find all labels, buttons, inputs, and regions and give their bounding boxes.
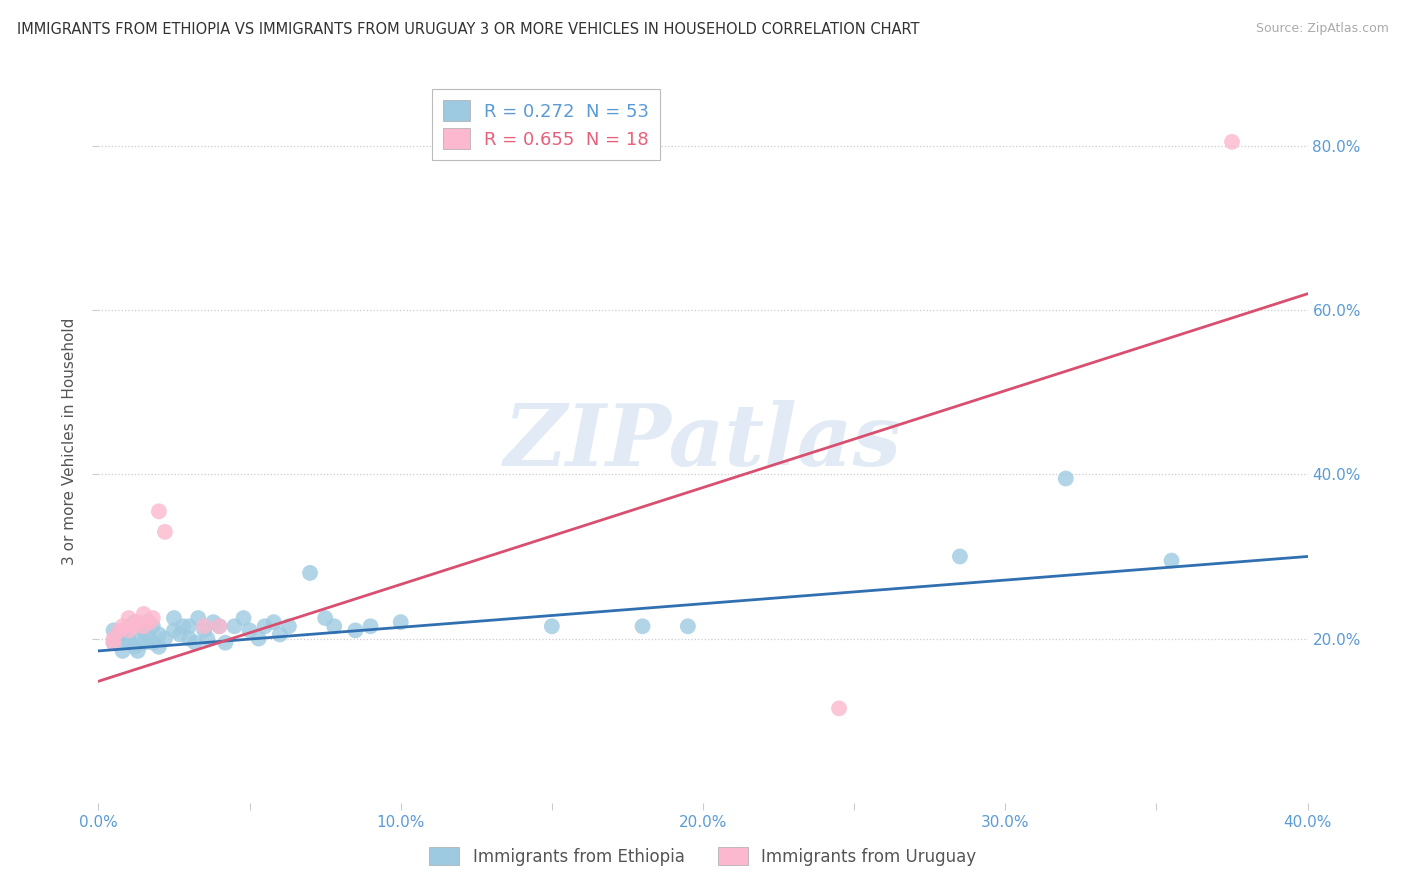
Point xyxy=(253,619,276,633)
Point xyxy=(111,619,134,633)
Point xyxy=(631,619,654,633)
Point xyxy=(129,632,152,646)
Point xyxy=(118,611,141,625)
Point xyxy=(108,627,131,641)
Point xyxy=(263,615,285,630)
Point xyxy=(360,619,382,633)
Point xyxy=(142,619,165,633)
Point xyxy=(135,615,157,630)
Point xyxy=(148,640,170,654)
Point xyxy=(124,619,146,633)
Point xyxy=(139,615,162,630)
Point xyxy=(172,619,194,633)
Point xyxy=(187,611,209,625)
Point xyxy=(949,549,972,564)
Legend: Immigrants from Ethiopia, Immigrants from Uruguay: Immigrants from Ethiopia, Immigrants fro… xyxy=(422,838,984,874)
Point xyxy=(142,611,165,625)
Text: ZIPatlas: ZIPatlas xyxy=(503,400,903,483)
Point xyxy=(193,624,215,638)
Point xyxy=(124,615,146,630)
Point xyxy=(299,566,322,580)
Point xyxy=(323,619,346,633)
Point xyxy=(148,627,170,641)
Point xyxy=(132,607,155,621)
Point xyxy=(676,619,699,633)
Y-axis label: 3 or more Vehicles in Household: 3 or more Vehicles in Household xyxy=(62,318,77,566)
Point xyxy=(195,632,218,646)
Point xyxy=(118,624,141,638)
Point xyxy=(247,632,270,646)
Text: IMMIGRANTS FROM ETHIOPIA VS IMMIGRANTS FROM URUGUAY 3 OR MORE VEHICLES IN HOUSEH: IMMIGRANTS FROM ETHIOPIA VS IMMIGRANTS F… xyxy=(17,22,920,37)
Point xyxy=(179,632,201,646)
Point xyxy=(1054,471,1077,485)
Point xyxy=(239,624,262,638)
Point xyxy=(1160,553,1182,567)
Point xyxy=(179,619,201,633)
Point xyxy=(132,636,155,650)
Point xyxy=(103,636,125,650)
Point xyxy=(148,504,170,518)
Point xyxy=(139,632,162,646)
Point xyxy=(132,619,155,633)
Point xyxy=(208,619,231,633)
Point xyxy=(193,619,215,633)
Point xyxy=(124,640,146,654)
Point xyxy=(153,524,176,539)
Point xyxy=(169,627,191,641)
Point xyxy=(232,611,254,625)
Point xyxy=(1220,135,1243,149)
Point xyxy=(214,636,236,650)
Point xyxy=(277,619,299,633)
Point xyxy=(103,632,125,646)
Point xyxy=(111,644,134,658)
Point xyxy=(153,632,176,646)
Point xyxy=(208,619,231,633)
Point xyxy=(389,615,412,630)
Point xyxy=(118,619,141,633)
Point xyxy=(269,627,291,641)
Point xyxy=(118,636,141,650)
Point xyxy=(127,644,149,658)
Point xyxy=(127,615,149,630)
Point xyxy=(540,619,562,633)
Point xyxy=(108,624,131,638)
Point xyxy=(103,636,125,650)
Point xyxy=(202,615,225,630)
Point xyxy=(314,611,336,625)
Point xyxy=(828,701,851,715)
Point xyxy=(132,624,155,638)
Point xyxy=(118,632,141,646)
Point xyxy=(344,624,367,638)
Point xyxy=(184,636,207,650)
Point xyxy=(163,624,186,638)
Point xyxy=(103,624,125,638)
Point xyxy=(142,636,165,650)
Point xyxy=(163,611,186,625)
Point xyxy=(224,619,246,633)
Text: Source: ZipAtlas.com: Source: ZipAtlas.com xyxy=(1256,22,1389,36)
